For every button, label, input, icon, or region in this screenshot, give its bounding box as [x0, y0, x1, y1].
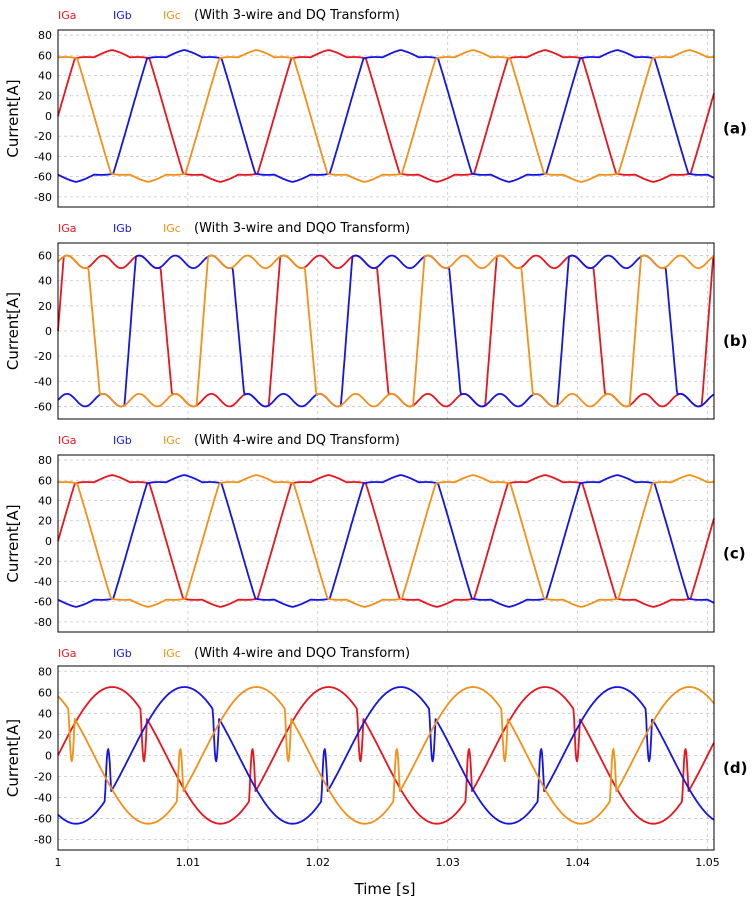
legend-entry-IGc: IGc — [163, 222, 181, 235]
x-axis-label: Time [s] — [354, 880, 416, 898]
y-tick-label: 60 — [38, 686, 52, 699]
y-tick-label: -80 — [34, 191, 52, 204]
y-tick-label: 60 — [38, 474, 52, 487]
y-tick-label: 0 — [45, 325, 52, 338]
y-axis-label: Current[A] — [4, 292, 22, 370]
y-tick-label: -60 — [34, 400, 52, 413]
y-tick-label: 40 — [38, 70, 52, 83]
y-tick-label: 0 — [45, 110, 52, 123]
y-tick-label: 0 — [45, 749, 52, 762]
plot-frame — [57, 242, 715, 420]
legend-entry-IGb: IGb — [113, 434, 132, 447]
series-line-IGa — [57, 254, 715, 408]
x-tick-label: 1.02 — [306, 856, 331, 869]
y-tick-label: -20 — [34, 555, 52, 568]
series-line-IGc — [57, 254, 715, 408]
x-tick-label: 1.01 — [176, 856, 201, 869]
y-tick-label: 20 — [38, 515, 52, 528]
y-tick-label: 60 — [38, 49, 52, 62]
plot-frame — [57, 665, 715, 851]
series-line-IGc — [57, 49, 715, 183]
y-tick-label: 20 — [38, 300, 52, 313]
y-tick-label: 80 — [38, 454, 52, 467]
series-line-IGb — [57, 474, 715, 608]
legend-entry-IGc: IGc — [163, 647, 181, 660]
x-tick-label: 1 — [55, 856, 62, 869]
y-tick-label: -20 — [34, 770, 52, 783]
y-tick-label: -60 — [34, 171, 52, 184]
series-line-IGa — [57, 686, 715, 825]
panel-label: (c) — [723, 545, 746, 563]
x-tick-label: 1.03 — [435, 856, 460, 869]
y-tick-label: 20 — [38, 90, 52, 103]
y-tick-label: -40 — [34, 791, 52, 804]
y-axis-label: Current[A] — [4, 79, 22, 157]
series-line-IGa — [57, 474, 715, 608]
plot-frame — [57, 454, 715, 633]
y-tick-label: 0 — [45, 535, 52, 548]
legend-entry-IGa: IGa — [58, 222, 77, 235]
y-tick-label: 80 — [38, 665, 52, 678]
y-axis-label: Current[A] — [4, 719, 22, 797]
y-tick-label: -40 — [34, 150, 52, 163]
chart-panel-d: 80 60 40 20 0 -20 -40 -60 -80 IGa IGb IGc (With 4-wi… — [4, 646, 747, 851]
y-tick-label: 20 — [38, 728, 52, 741]
y-tick-label: -60 — [34, 596, 52, 609]
y-tick-label: 40 — [38, 275, 52, 288]
y-tick-label: -20 — [34, 350, 52, 363]
legend-entry-IGb: IGb — [113, 647, 132, 660]
y-tick-label: -60 — [34, 812, 52, 825]
chart-title: (With 3-wire and DQO Transform) — [194, 221, 410, 236]
series-line-IGc — [57, 474, 715, 608]
x-tick-label: 1.04 — [565, 856, 590, 869]
y-tick-label: 40 — [38, 495, 52, 508]
panel-label: (d) — [723, 759, 747, 777]
series-line-IGa — [57, 49, 715, 183]
series-line-IGc — [57, 686, 715, 825]
series-line-IGb — [57, 49, 715, 183]
chart-panel-c: 80 60 40 20 0 -20 -40 -60 -80 IGa IGb IGc (With 4-wi… — [4, 433, 746, 633]
plot-frame — [57, 29, 715, 208]
chart-panel-a: 80 60 40 20 0 -20 -40 -60 -80 IGa IGb IGc (With 3-wi… — [4, 8, 747, 208]
y-tick-label: 60 — [38, 250, 52, 263]
chart-panel-b: 60 40 20 0 -20 -40 -60 IGa IGb IGc (With 3-wire an… — [4, 221, 747, 420]
series-line-IGb — [57, 254, 715, 408]
y-tick-label: 80 — [38, 29, 52, 42]
legend-entry-IGb: IGb — [113, 222, 132, 235]
chart-title: (With 3-wire and DQ Transform) — [194, 8, 400, 23]
y-axis-label: Current[A] — [4, 504, 22, 582]
y-tick-label: -40 — [34, 575, 52, 588]
y-tick-label: -40 — [34, 375, 52, 388]
y-tick-label: 40 — [38, 707, 52, 720]
y-tick-label: -80 — [34, 833, 52, 846]
x-tick-label: 1.05 — [695, 856, 720, 869]
chart-title: (With 4-wire and DQ Transform) — [194, 433, 400, 448]
chart-title: (With 4-wire and DQO Transform) — [194, 646, 410, 661]
legend-entry-IGc: IGc — [163, 9, 181, 22]
legend-entry-IGa: IGa — [58, 647, 77, 660]
legend-entry-IGb: IGb — [113, 9, 132, 22]
panel-label: (b) — [723, 332, 747, 350]
y-tick-label: -20 — [34, 130, 52, 143]
panel-label: (a) — [723, 120, 747, 138]
series-line-IGb — [57, 686, 715, 825]
legend-entry-IGa: IGa — [58, 9, 77, 22]
legend-entry-IGc: IGc — [163, 434, 181, 447]
legend-entry-IGa: IGa — [58, 434, 77, 447]
y-tick-label: -80 — [34, 616, 52, 629]
